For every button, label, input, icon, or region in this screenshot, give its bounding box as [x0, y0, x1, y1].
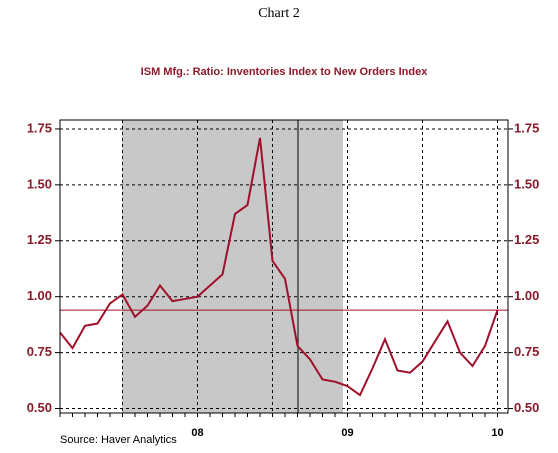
x-tick-label: 09	[341, 427, 353, 439]
y-tick-label: 0.50	[27, 400, 52, 415]
x-tick-label: 10	[491, 427, 503, 439]
y-tick-label: 1.25	[27, 232, 52, 247]
y-tick-label: 1.00	[27, 288, 52, 303]
chart-title: Chart 2	[258, 6, 300, 21]
y-tick-label: 1.50	[27, 176, 52, 191]
y2-tick-label: 0.50	[514, 400, 539, 415]
y2-tick-label: 1.50	[514, 176, 539, 191]
source-note: Source: Haver Analytics	[60, 434, 177, 446]
plot-frame	[59, 119, 509, 414]
y2-tick-label: 1.25	[514, 232, 539, 247]
recession-shading	[122, 120, 343, 413]
data-line	[59, 137, 499, 397]
chart-subtitle: ISM Mfg.: Ratio: Inventories Index to Ne…	[141, 66, 429, 78]
y2-tick-label: 0.75	[514, 344, 539, 359]
x-tick-label: 08	[191, 427, 203, 439]
y2-tick-label: 1.75	[514, 120, 539, 135]
y-tick-label: 1.75	[27, 120, 52, 135]
y-tick-label: 0.75	[27, 344, 52, 359]
y2-tick-label: 1.00	[514, 288, 539, 303]
